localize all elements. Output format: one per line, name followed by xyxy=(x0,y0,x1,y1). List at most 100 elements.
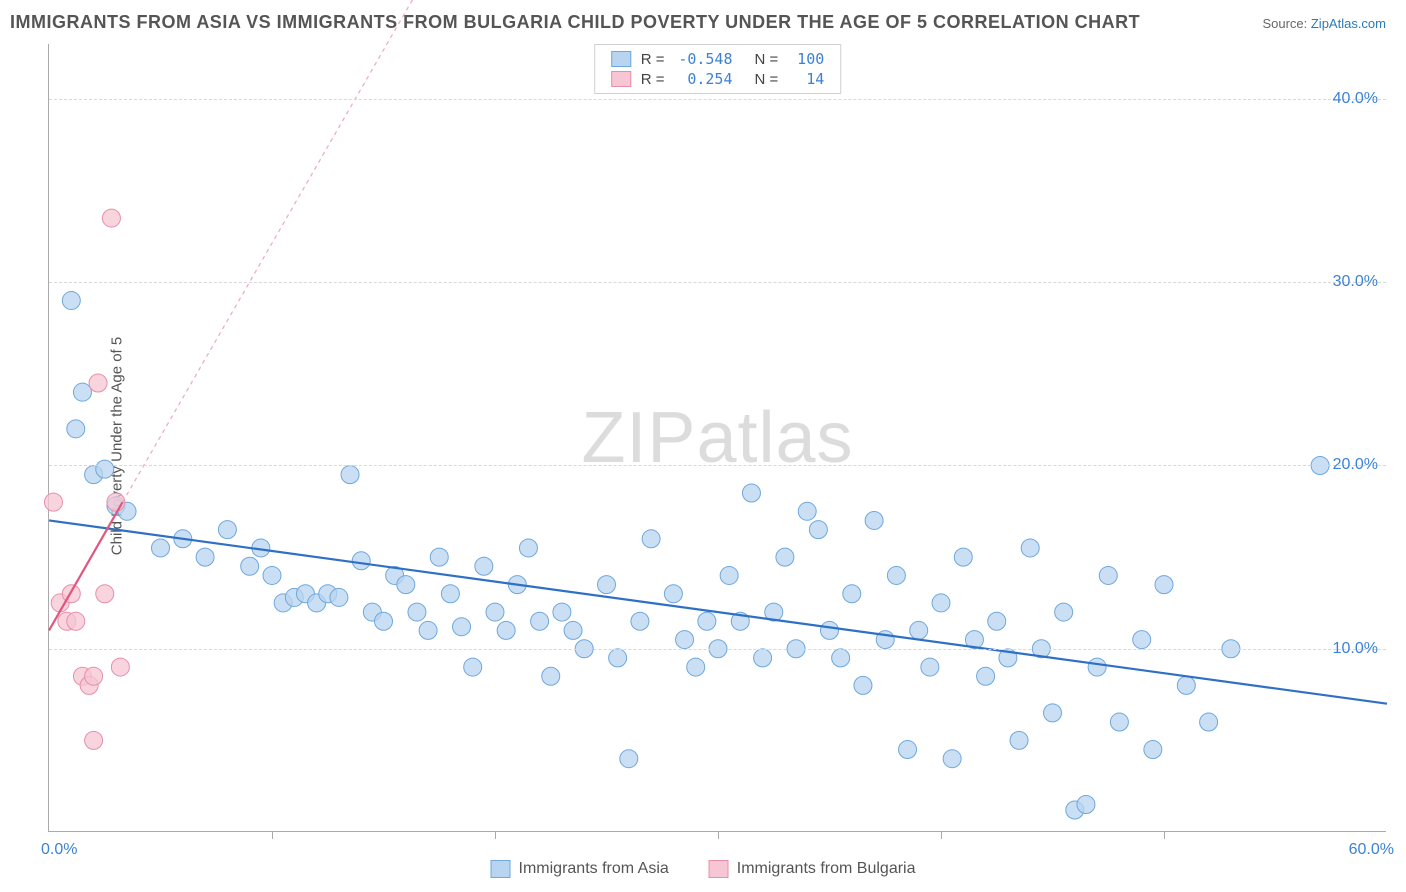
data-point xyxy=(464,658,482,676)
data-point xyxy=(397,576,415,594)
trend-line-extrapolated xyxy=(123,0,451,502)
data-point xyxy=(497,621,515,639)
data-point xyxy=(553,603,571,621)
stats-r-value: 0.254 xyxy=(675,70,733,88)
data-point xyxy=(1010,731,1028,749)
data-point xyxy=(1044,704,1062,722)
legend-swatch xyxy=(709,860,729,878)
data-point xyxy=(899,741,917,759)
data-point xyxy=(598,576,616,594)
data-point xyxy=(85,731,103,749)
data-point xyxy=(943,750,961,768)
data-point xyxy=(341,466,359,484)
data-point xyxy=(85,667,103,685)
data-point xyxy=(564,621,582,639)
legend-bottom: Immigrants from Asia Immigrants from Bulg… xyxy=(491,860,916,878)
data-point xyxy=(687,658,705,676)
data-point xyxy=(67,612,85,630)
data-point xyxy=(1021,539,1039,557)
chart-title: IMMIGRANTS FROM ASIA VS IMMIGRANTS FROM … xyxy=(10,12,1140,33)
data-point xyxy=(111,658,129,676)
data-point xyxy=(742,484,760,502)
stats-r-value: -0.548 xyxy=(675,50,733,68)
data-point xyxy=(241,557,259,575)
stats-n-label: N = xyxy=(755,71,779,88)
data-point xyxy=(96,585,114,603)
data-point xyxy=(419,621,437,639)
data-point xyxy=(44,493,62,511)
source-link[interactable]: ZipAtlas.com xyxy=(1311,16,1386,31)
gridline xyxy=(49,99,1386,100)
data-point xyxy=(1144,741,1162,759)
y-tick-label: 20.0% xyxy=(1333,456,1378,474)
data-point xyxy=(1177,676,1195,694)
stats-row: R =-0.548N =100 xyxy=(611,49,825,69)
data-point xyxy=(1055,603,1073,621)
data-point xyxy=(1155,576,1173,594)
stats-row: R = 0.254 N = 14 xyxy=(611,69,825,89)
data-point xyxy=(441,585,459,603)
x-tick xyxy=(718,831,719,839)
stats-r-label: R = xyxy=(641,51,665,68)
y-tick-label: 30.0% xyxy=(1333,273,1378,291)
data-point xyxy=(954,548,972,566)
data-point xyxy=(921,658,939,676)
data-point xyxy=(620,750,638,768)
legend-label: Immigrants from Bulgaria xyxy=(737,860,916,878)
data-point xyxy=(96,460,114,478)
data-point xyxy=(1099,566,1117,584)
stats-n-value: 100 xyxy=(788,50,824,68)
y-tick-label: 40.0% xyxy=(1333,90,1378,108)
legend-item: Immigrants from Bulgaria xyxy=(709,860,916,878)
data-point xyxy=(609,649,627,667)
stats-swatch xyxy=(611,51,631,67)
data-point xyxy=(62,292,80,310)
data-point xyxy=(89,374,107,392)
x-tick xyxy=(1164,831,1165,839)
data-point xyxy=(776,548,794,566)
stats-swatch xyxy=(611,71,631,87)
gridline xyxy=(49,282,1386,283)
data-point xyxy=(642,530,660,548)
data-point xyxy=(1077,796,1095,814)
scatter-plot xyxy=(49,44,1386,831)
data-point xyxy=(375,612,393,630)
data-point xyxy=(832,649,850,667)
data-point xyxy=(542,667,560,685)
data-point xyxy=(1133,631,1151,649)
data-point xyxy=(408,603,426,621)
data-point xyxy=(519,539,537,557)
data-point xyxy=(1110,713,1128,731)
data-point xyxy=(1088,658,1106,676)
source-prefix: Source: xyxy=(1262,16,1310,31)
data-point xyxy=(631,612,649,630)
data-point xyxy=(664,585,682,603)
data-point xyxy=(102,209,120,227)
data-point xyxy=(430,548,448,566)
y-tick-label: 10.0% xyxy=(1333,640,1378,658)
data-point xyxy=(152,539,170,557)
data-point xyxy=(910,621,928,639)
stats-r-label: R = xyxy=(641,71,665,88)
data-point xyxy=(486,603,504,621)
data-point xyxy=(453,618,471,636)
data-point xyxy=(196,548,214,566)
stats-box: R = -0.548 N = 100R = 0.254 N = 14 xyxy=(594,44,842,94)
stats-n-value: 14 xyxy=(788,70,824,88)
legend-label: Immigrants from Asia xyxy=(519,860,669,878)
data-point xyxy=(754,649,772,667)
data-point xyxy=(843,585,861,603)
data-point xyxy=(865,511,883,529)
data-point xyxy=(1200,713,1218,731)
data-point xyxy=(67,420,85,438)
x-tick xyxy=(272,831,273,839)
data-point xyxy=(854,676,872,694)
legend-swatch xyxy=(491,860,511,878)
data-point xyxy=(698,612,716,630)
data-point xyxy=(720,566,738,584)
source-attribution: Source: ZipAtlas.com xyxy=(1262,16,1386,31)
data-point xyxy=(809,521,827,539)
x-axis-max-label: 60.0% xyxy=(1349,841,1394,859)
x-tick xyxy=(495,831,496,839)
data-point xyxy=(798,502,816,520)
